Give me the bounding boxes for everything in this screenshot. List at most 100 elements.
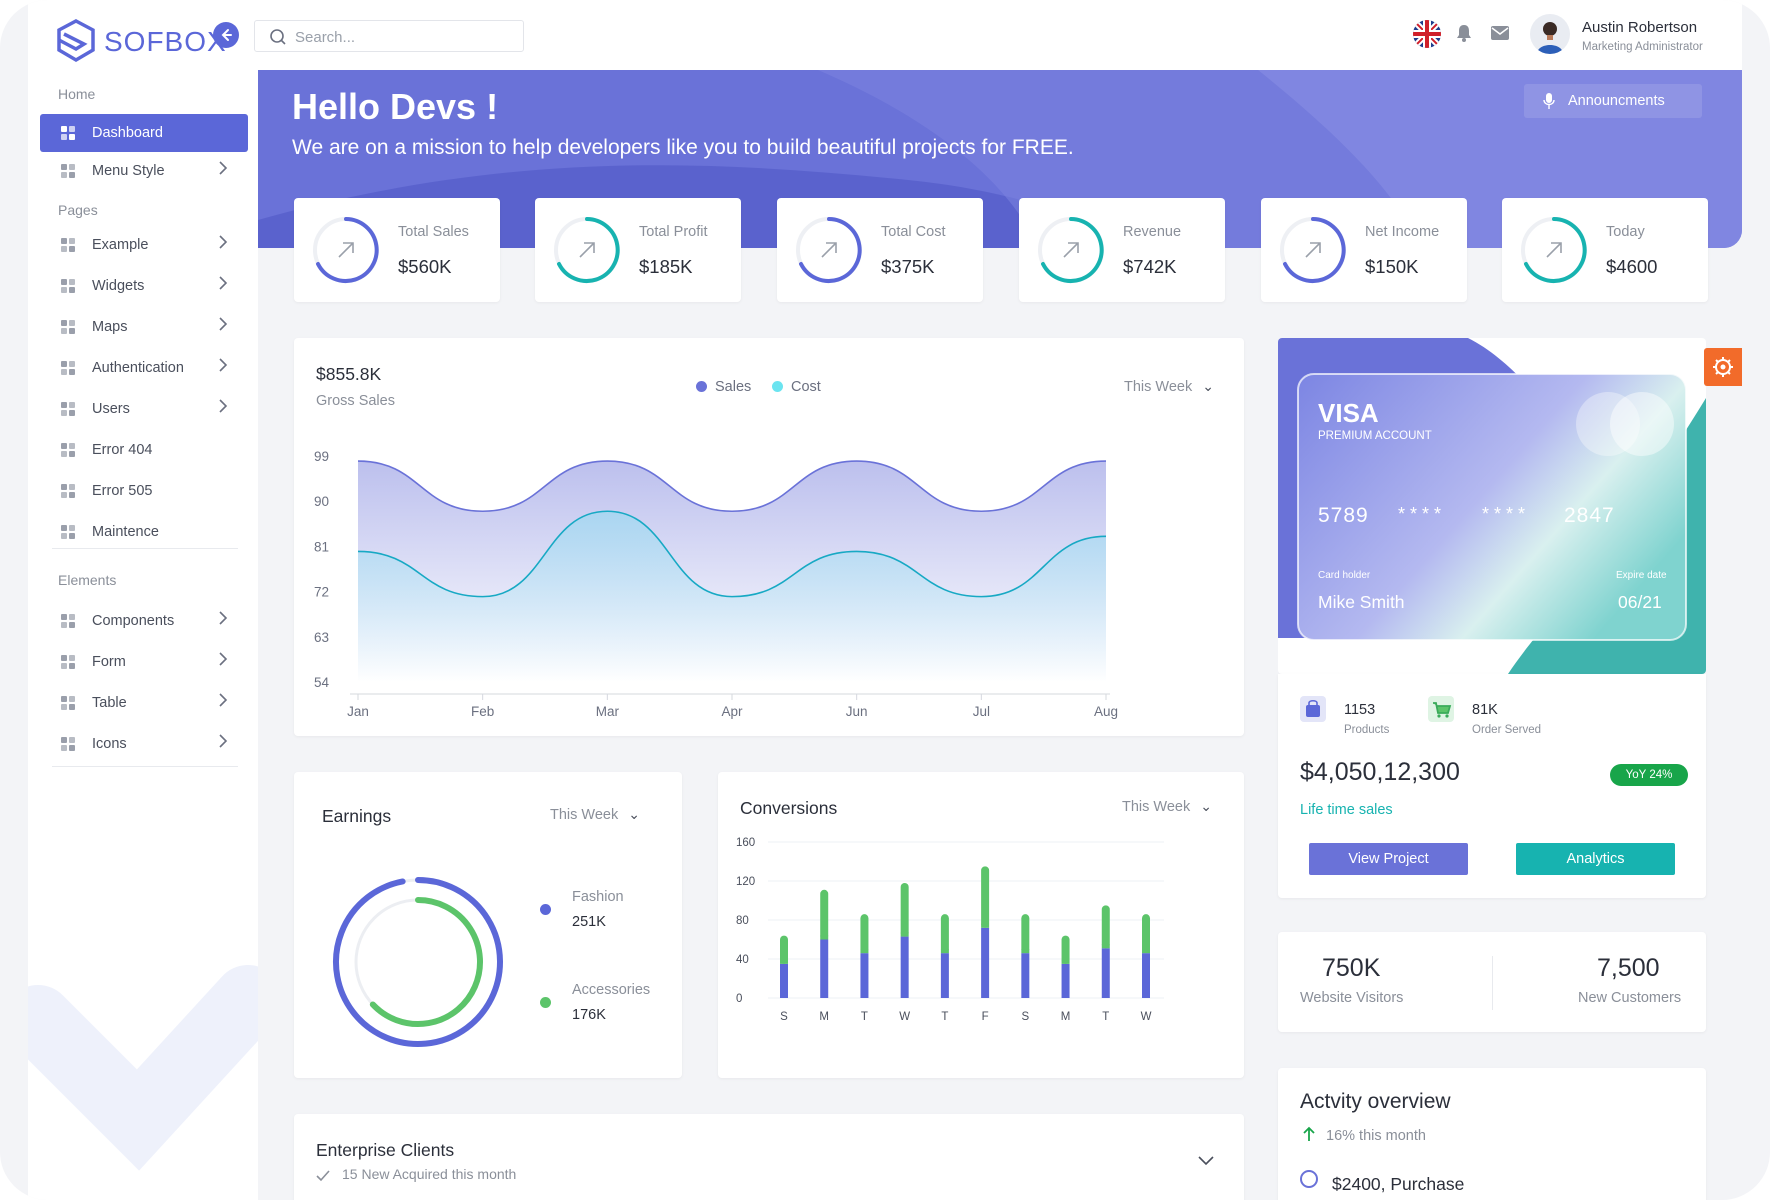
mail-icon[interactable] xyxy=(1491,26,1509,40)
sidebar-item-label: Form xyxy=(92,654,126,670)
section-pages: Pages xyxy=(58,202,98,218)
sidebar-item-components[interactable]: Components xyxy=(40,602,248,640)
stat-value: $375K xyxy=(881,256,935,277)
bar-green-join xyxy=(1101,944,1110,949)
x-tick-label: S xyxy=(1021,1011,1029,1023)
arrow-up-icon xyxy=(1303,1126,1315,1141)
card-number-4: 2847 xyxy=(1564,504,1615,527)
bar-green-join xyxy=(940,949,949,954)
visa-card-background xyxy=(1278,338,1706,674)
trend-up-icon xyxy=(313,217,379,283)
activity-title: Actvity overview xyxy=(1300,1090,1451,1113)
brand-logo[interactable]: SOFBOX xyxy=(56,18,236,64)
search-box xyxy=(254,20,524,52)
sidebar-item-label: Maps xyxy=(92,319,128,335)
y-tick-label: 54 xyxy=(314,675,330,690)
sidebar-item-example[interactable]: Example xyxy=(40,226,248,264)
accessories-dot xyxy=(540,997,551,1008)
section-home: Home xyxy=(58,86,96,102)
sidebar-item-icons[interactable]: Icons xyxy=(40,725,248,763)
stat-card-net-income: Net Income $150K xyxy=(1261,198,1467,302)
card-holder-name: Mike Smith xyxy=(1318,592,1405,612)
bar-green-join xyxy=(780,959,788,964)
search-icon[interactable] xyxy=(269,28,287,46)
stat-value: $742K xyxy=(1123,256,1177,277)
chevron-right-icon xyxy=(218,611,228,630)
trend-up-icon xyxy=(554,217,620,283)
announcements-button[interactable]: Announcments xyxy=(1524,84,1702,118)
stat-card-total-cost: Total Cost $375K xyxy=(777,198,983,302)
bar-blue xyxy=(820,939,829,998)
x-tick-label: M xyxy=(819,1011,829,1023)
bar-green xyxy=(820,889,829,940)
earnings-title: Earnings xyxy=(322,806,392,826)
user-role: Marketing Administrator xyxy=(1582,41,1703,53)
y-tick-label: 160 xyxy=(736,837,755,849)
info-icon xyxy=(60,736,76,752)
section-elements: Elements xyxy=(58,572,117,588)
sidebar-item-error-505[interactable]: Error 505 xyxy=(40,472,248,510)
earnings-period-dropdown[interactable]: This Week ⌄ xyxy=(550,806,640,823)
visa-account-type: PREMIUM ACCOUNT xyxy=(1318,430,1432,442)
analytics-button[interactable]: Analytics xyxy=(1516,843,1675,875)
sidebar-divider xyxy=(52,548,238,549)
sidebar-item-users[interactable]: Users xyxy=(40,390,248,428)
series-line-sales xyxy=(357,460,1107,513)
form-icon xyxy=(60,654,76,670)
sidebar-item-form[interactable]: Form xyxy=(40,643,248,681)
new-customers-label: New Customers xyxy=(1578,990,1682,1006)
stat-value: $185K xyxy=(639,256,693,277)
yoy-badge: YoY 24% xyxy=(1610,764,1688,786)
sidebar-item-widgets[interactable]: Widgets xyxy=(40,267,248,305)
y-tick-label: 63 xyxy=(314,630,329,645)
sidebar-item-maintence[interactable]: Maintence xyxy=(40,513,248,551)
divider xyxy=(1492,956,1493,1010)
card-number-1: 5789 xyxy=(1318,504,1369,527)
stat-label: Total Sales xyxy=(398,224,469,240)
settings-tab[interactable] xyxy=(1704,348,1742,386)
user-avatar[interactable] xyxy=(1530,14,1570,54)
card-number-3: * * * * xyxy=(1482,504,1526,524)
series-line-cost xyxy=(357,510,1107,598)
gross-sales-label: Gross Sales xyxy=(316,393,395,409)
bell-icon[interactable] xyxy=(1456,24,1472,42)
website-visitors-label: Website Visitors xyxy=(1300,990,1404,1006)
view-project-button[interactable]: View Project xyxy=(1309,843,1468,875)
earnings-period-label: This Week xyxy=(550,807,619,823)
sidebar-item-table[interactable]: Table xyxy=(40,684,248,722)
y-tick-label: 80 xyxy=(736,915,749,927)
sidebar-item-authentication[interactable]: Authentication xyxy=(40,349,248,387)
banner-title: Hello Devs ! xyxy=(292,86,499,127)
sales-summary-card: 1153 Products 81K Order Served $4,050,12… xyxy=(1278,674,1706,898)
user-name[interactable]: Austin Robertson xyxy=(1582,19,1698,36)
y-tick-label: 40 xyxy=(736,954,749,966)
x-tick-label: Mar xyxy=(596,704,620,719)
products-value: 1153 xyxy=(1344,702,1376,718)
sidebar-item-dashboard[interactable]: Dashboard xyxy=(40,114,248,152)
stat-label: Total Profit xyxy=(639,224,708,240)
bar-green-join xyxy=(860,949,869,954)
sidebar-item-label: Menu Style xyxy=(92,163,165,179)
search-input[interactable] xyxy=(295,26,515,48)
fashion-dot xyxy=(540,904,551,915)
sidebar-item-error-404[interactable]: Error 404 xyxy=(40,431,248,469)
activity-card: Actvity overview 16% this month $2400, P… xyxy=(1278,1068,1706,1200)
conversions-title: Conversions xyxy=(740,798,838,818)
sidebar-item-label: Authentication xyxy=(92,360,184,376)
bar-blue xyxy=(1142,953,1150,998)
sidebar-item-menu-style[interactable]: Menu Style xyxy=(40,152,248,190)
earnings-card: Earnings This Week ⌄ Fashion 251K Accesso… xyxy=(294,772,682,1078)
sidebar-item-maps[interactable]: Maps xyxy=(40,308,248,346)
conversions-period-dropdown[interactable]: This Week ⌄ xyxy=(1122,798,1212,815)
uk-flag-icon[interactable] xyxy=(1413,20,1441,48)
gross-period-dropdown[interactable]: This Week ⌄ xyxy=(1124,378,1214,395)
new-customers-value: 7,500 xyxy=(1597,954,1660,982)
collapse-sidebar-button[interactable] xyxy=(213,22,239,48)
chevron-right-icon xyxy=(218,399,228,418)
check-icon xyxy=(316,1170,330,1182)
bar-blue xyxy=(1021,953,1030,998)
orders-value: 81K xyxy=(1472,702,1498,718)
gear-icon xyxy=(1713,357,1733,377)
legend-cost-dot xyxy=(772,381,783,392)
chevron-down-icon[interactable] xyxy=(1198,1156,1214,1166)
